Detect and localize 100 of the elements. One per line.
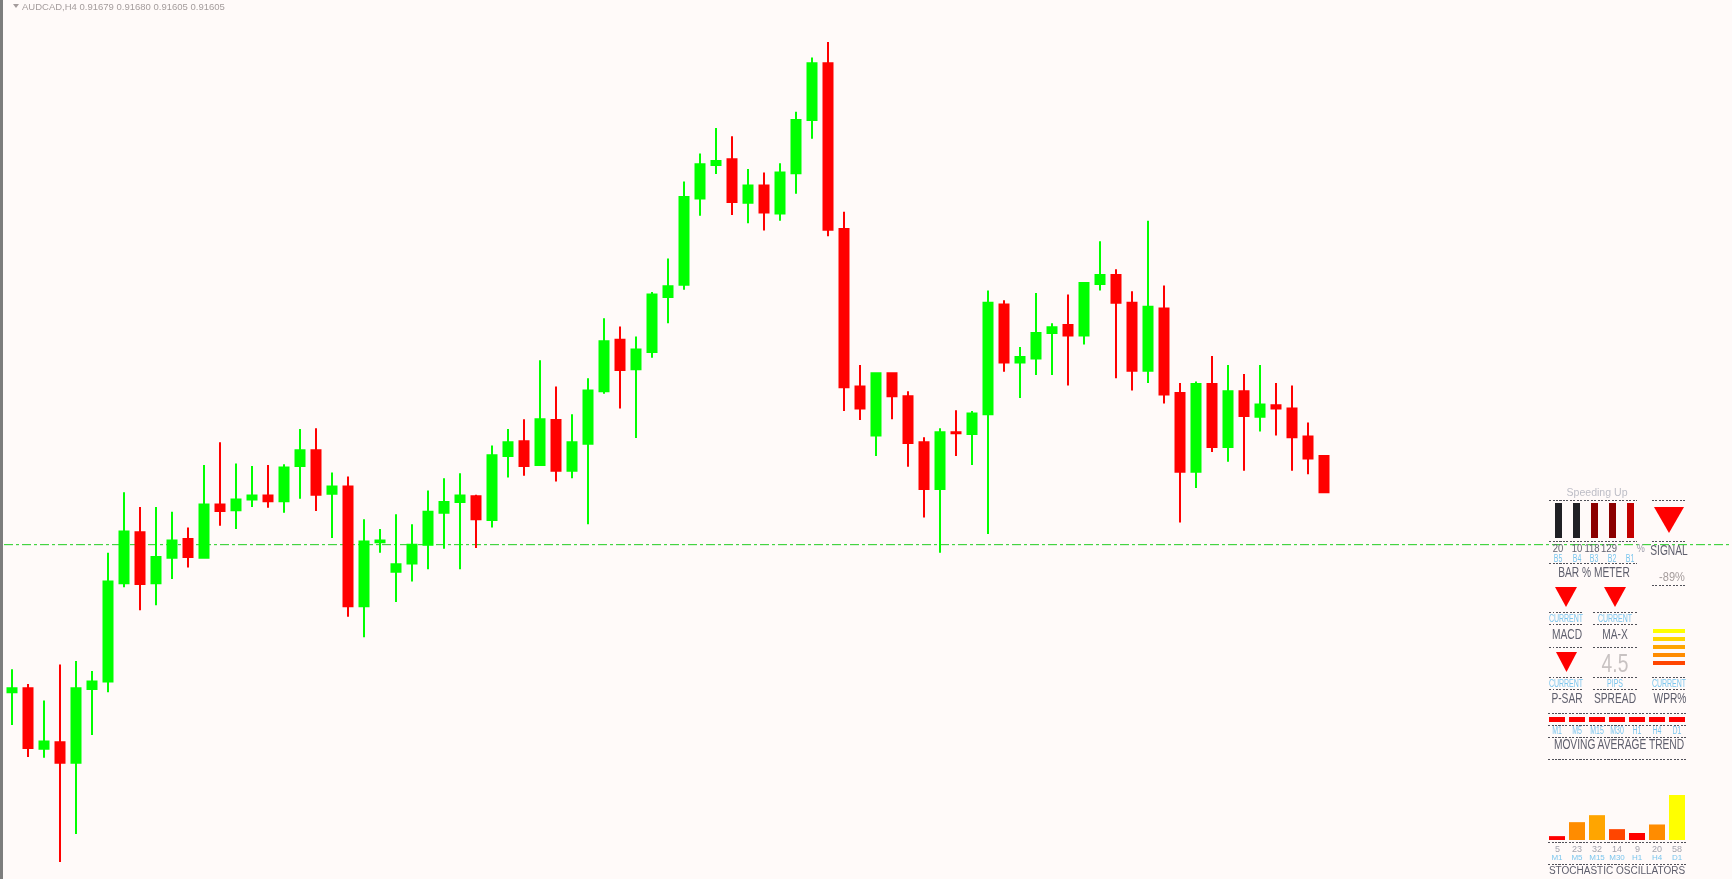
candlestick [598,317,610,395]
text: CURRENT [1597,612,1633,624]
candlestick [838,210,850,412]
candlestick [342,475,354,618]
text: 20 [1553,541,1564,554]
bar [1649,824,1665,840]
candlestick [726,135,738,217]
x-tick-label: H4 [1651,852,1663,862]
text: M30 [1610,725,1624,736]
data-label: 32 [1592,844,1603,854]
candlestick [870,372,882,458]
text: MACD [1551,625,1583,642]
text: BAR % METER [1557,563,1630,580]
x-tick-label: D1 [1671,852,1683,862]
candlestick [1190,380,1202,490]
candlestick [758,171,770,232]
candlestick [358,518,370,639]
candlestick [150,505,162,607]
candlestick [1254,364,1266,433]
text: B3 [1589,552,1599,564]
data-label: 58 [1672,844,1683,854]
text: CURRENT [1548,677,1584,689]
x-tick-label: M15 [1589,852,1606,862]
candlestick [310,427,322,513]
bar [1589,815,1605,840]
text: SIGNAL [1650,542,1688,558]
text: B4 [1572,552,1581,564]
candlestick [822,42,834,238]
text: P-SAR [1551,690,1583,706]
bar [1549,836,1565,840]
text: MOVING AVERAGE TREND [1553,736,1685,752]
text: Speeding Up [1566,485,1628,498]
text: H1 [1632,725,1642,736]
x-tick-label: M5 [1571,852,1584,862]
bar [1609,829,1625,840]
candlestick [534,359,546,467]
candlestick [486,444,498,529]
candlestick [518,418,530,477]
candlestick [614,325,626,410]
candlestick [262,464,274,509]
candlestick [678,180,690,291]
candlestick [774,162,786,222]
candlestick [1142,219,1154,385]
candlestick [982,289,994,535]
text: 129 [1601,541,1618,554]
candlestick [886,371,898,421]
candlestick [710,127,722,176]
candlestick [38,699,50,759]
candlestick [806,56,818,140]
x-axis-title: STOCHASTIC OSCILLATORS [1548,865,1686,877]
bar [1569,822,1585,840]
candlestick [550,385,562,483]
candlestick [1046,322,1058,376]
candlestick [998,299,1010,373]
candlestick [278,463,290,514]
candlestick [966,410,978,467]
candlestick [438,477,450,550]
candlestick [1206,355,1218,453]
candlestick [854,364,866,422]
candlestick [950,409,962,458]
candlestick [1078,281,1090,346]
bar [1669,795,1685,840]
data-label: 23 [1572,844,1583,854]
candlestick [646,291,658,359]
candlestick [790,110,802,195]
candlestick [630,335,642,440]
candlestick [70,660,82,836]
text: -89% [1658,569,1685,584]
candlestick [230,462,242,531]
candlestick [118,491,130,589]
text: PIPS [1607,677,1623,689]
text: B5 [1553,552,1563,564]
candlestick [470,493,482,549]
candlestick [502,428,514,479]
candlestick [1094,240,1106,292]
candlestick [902,390,914,468]
candlestick [390,513,402,604]
candlestick [1302,421,1314,476]
candlestick [246,464,258,508]
candlestick [22,683,34,759]
candlestick [918,436,930,519]
text: D1 [1672,725,1682,736]
candlestick [406,523,418,583]
candlestick [1318,455,1330,494]
text: M1 [1552,725,1562,736]
candlestick [1286,384,1298,472]
candlestick [742,168,754,225]
candlestick [1014,346,1026,399]
candlestick [6,668,18,727]
data-label: 20 [1652,844,1663,854]
bar [1629,833,1645,840]
candlestick [1238,373,1250,472]
text: M5 [1572,725,1582,736]
candlestick [934,427,946,554]
candlestick [134,505,146,612]
candlestick [1158,284,1170,405]
candlestick [198,464,210,559]
candlestick [294,428,306,500]
candlestick [1030,291,1042,376]
candlestick [694,152,706,217]
